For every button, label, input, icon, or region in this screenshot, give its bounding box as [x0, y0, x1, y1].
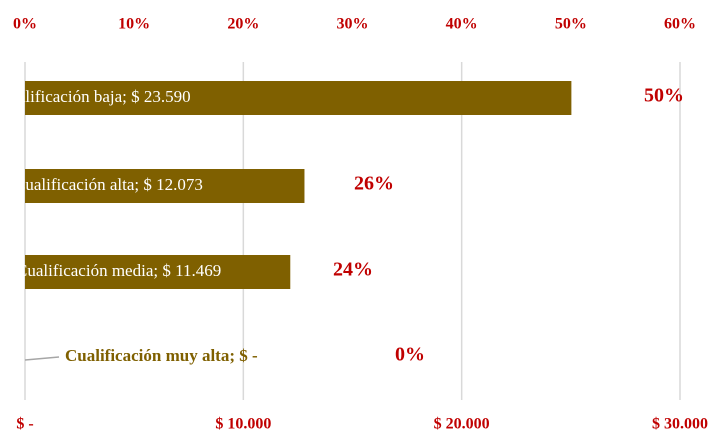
data-label: Cualificación muy alta; $ -: [65, 346, 258, 365]
x2-tick-label: 20%: [227, 16, 259, 33]
x2-tick-label: 30%: [337, 16, 369, 33]
data-label: Cualificación media; $ 11.469: [16, 261, 221, 280]
share-label: 24%: [333, 259, 373, 281]
bar: [25, 255, 291, 289]
x2-tick-label: 10%: [118, 16, 150, 33]
share-label: 50%: [644, 85, 684, 107]
bar: [25, 81, 572, 115]
bar: [25, 169, 305, 203]
share-label: 0%: [395, 344, 425, 366]
x-tick-label: $ 10.000: [215, 416, 271, 433]
leader-line: [24, 356, 60, 361]
share-label: 26%: [354, 173, 394, 195]
x2-tick-label: 60%: [664, 16, 696, 33]
data-label: Cualificación baja; $ 23.590: [0, 87, 191, 106]
x2-tick-label: 50%: [555, 16, 587, 33]
x-tick-label: $ 30.000: [652, 416, 708, 433]
x-tick-label: $ -: [16, 416, 33, 433]
x2-tick-label: 40%: [446, 16, 478, 33]
x-tick-label: $ 20.000: [434, 416, 490, 433]
x2-tick-label: 0%: [13, 16, 37, 33]
data-label: Cualificación alta; $ 12.073: [14, 175, 203, 194]
